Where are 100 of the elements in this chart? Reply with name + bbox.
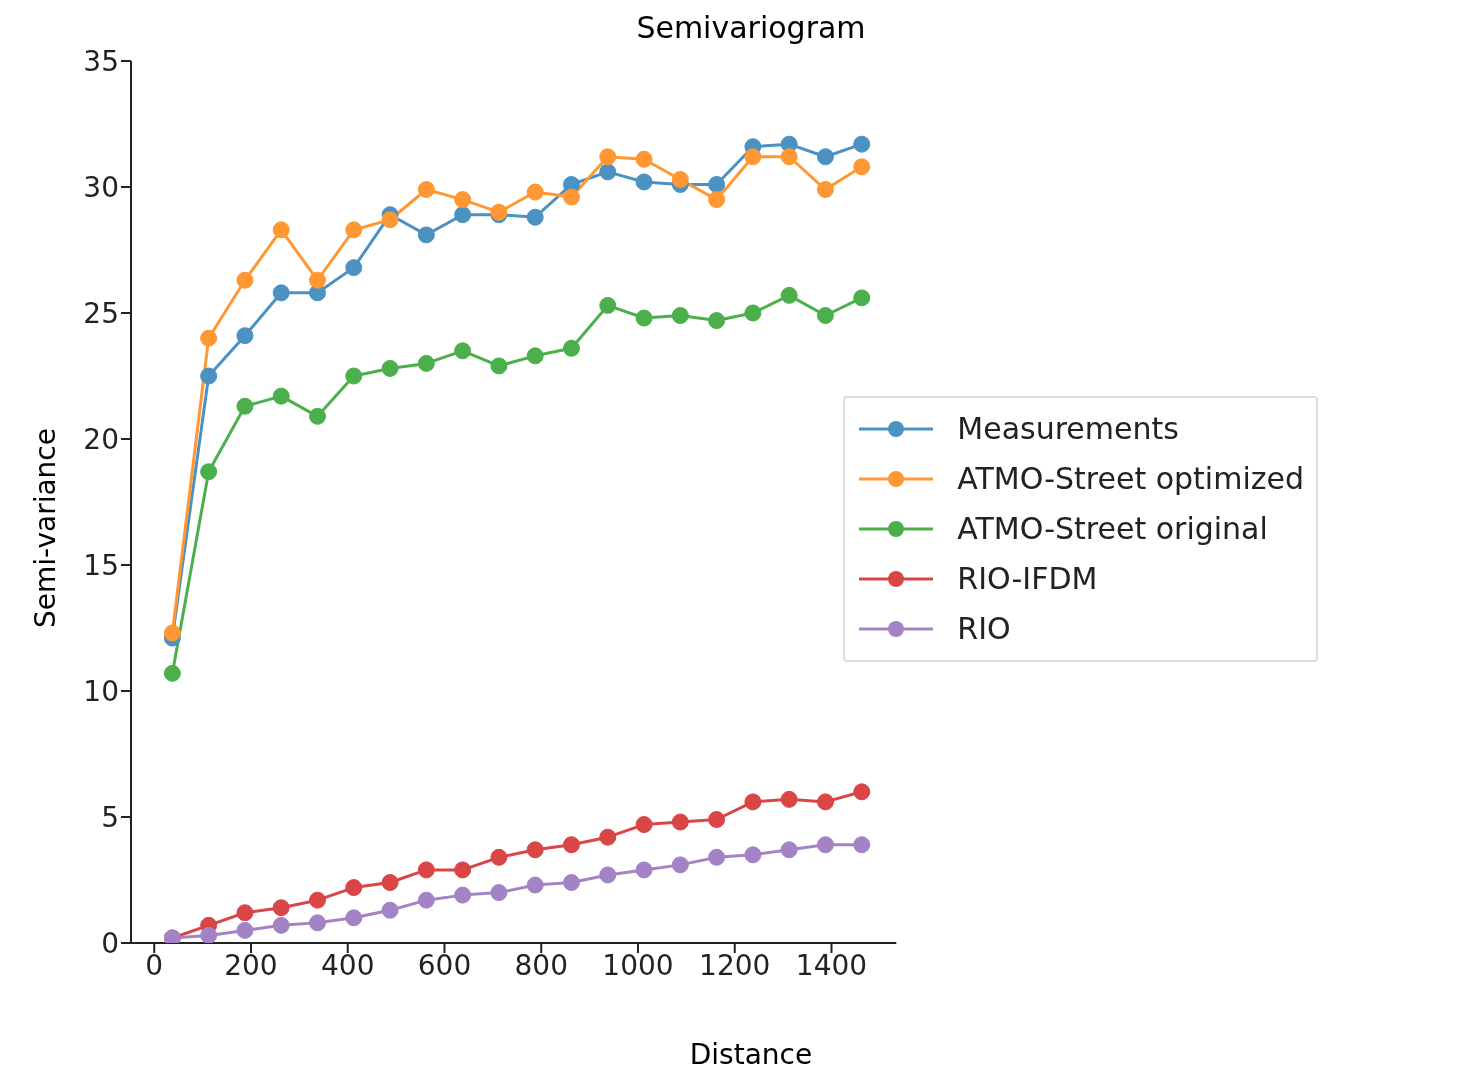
point — [562, 339, 580, 357]
point — [816, 181, 834, 199]
point — [163, 664, 181, 682]
point — [708, 312, 726, 330]
point — [635, 309, 653, 327]
point — [345, 879, 363, 897]
point — [454, 342, 472, 360]
y-tick-label: 35 — [83, 44, 119, 78]
point — [599, 296, 617, 314]
point — [562, 874, 580, 892]
y-tick-label: 0 — [101, 926, 119, 960]
point — [599, 828, 617, 846]
point — [490, 848, 508, 866]
point — [780, 790, 798, 808]
point — [308, 407, 326, 425]
point — [236, 397, 254, 415]
y-tick-label: 5 — [101, 800, 119, 834]
point — [381, 211, 399, 229]
point — [853, 836, 871, 854]
point — [345, 259, 363, 277]
y-tick-label: 15 — [83, 548, 119, 582]
chart-title: Semivariogram — [635, 10, 867, 45]
point — [345, 221, 363, 239]
point — [236, 921, 254, 939]
point — [236, 271, 254, 289]
point — [780, 148, 798, 166]
point — [272, 899, 290, 917]
point — [308, 914, 326, 932]
x-tick-label: 600 — [417, 948, 472, 982]
point — [635, 816, 653, 834]
point — [200, 367, 218, 385]
point — [816, 793, 834, 811]
legend-label: RIO-IFDM — [957, 560, 1098, 598]
point — [236, 904, 254, 922]
point — [272, 916, 290, 934]
x-axis-title: Distance — [688, 1038, 814, 1071]
point — [526, 876, 544, 894]
point — [599, 148, 617, 166]
point — [708, 811, 726, 829]
point — [200, 463, 218, 481]
point — [200, 329, 218, 347]
point — [744, 304, 762, 322]
legend-label: ATMO-Street optimized — [957, 460, 1304, 498]
point — [417, 354, 435, 372]
point — [744, 793, 762, 811]
point — [853, 289, 871, 307]
x-tick-label: 1200 — [699, 948, 771, 982]
point — [635, 150, 653, 168]
point — [816, 836, 834, 854]
point — [599, 866, 617, 884]
point — [635, 861, 653, 879]
point — [599, 163, 617, 181]
point — [345, 909, 363, 927]
point — [562, 188, 580, 206]
point — [200, 926, 218, 943]
point — [780, 841, 798, 859]
point — [163, 624, 181, 642]
point — [381, 359, 399, 377]
point — [490, 357, 508, 375]
point — [308, 271, 326, 289]
point — [816, 307, 834, 325]
y-tick-label: 25 — [83, 296, 119, 330]
point — [708, 175, 726, 193]
point — [490, 884, 508, 902]
point — [454, 191, 472, 209]
x-tick-label: 0 — [145, 948, 164, 982]
point — [417, 226, 435, 244]
point — [272, 221, 290, 239]
point — [853, 135, 871, 153]
x-tick-label: 1000 — [602, 948, 674, 982]
y-tick-label: 30 — [83, 170, 119, 204]
point — [381, 901, 399, 919]
point — [526, 841, 544, 859]
y-tick-label: 10 — [83, 674, 119, 708]
point — [308, 891, 326, 909]
point — [708, 191, 726, 209]
x-tick-label: 1400 — [795, 948, 868, 982]
point — [272, 284, 290, 302]
point — [816, 148, 834, 166]
legend-label: Measurements — [957, 410, 1179, 448]
point — [853, 158, 871, 176]
point — [417, 861, 435, 879]
point — [381, 874, 399, 892]
point — [526, 208, 544, 226]
x-tick-label: 200 — [224, 948, 278, 982]
point — [236, 327, 254, 345]
point — [562, 836, 580, 854]
point — [671, 856, 689, 874]
point — [744, 846, 762, 864]
point — [635, 173, 653, 191]
point — [454, 886, 472, 904]
point — [454, 861, 472, 879]
point — [526, 347, 544, 365]
point — [272, 387, 290, 405]
legend-label: RIO — [957, 610, 1011, 648]
point — [454, 206, 472, 224]
y-axis-title: Semi-variance — [28, 428, 62, 628]
point — [417, 891, 435, 909]
point — [708, 848, 726, 866]
legend-label: ATMO-Street original — [957, 510, 1268, 548]
